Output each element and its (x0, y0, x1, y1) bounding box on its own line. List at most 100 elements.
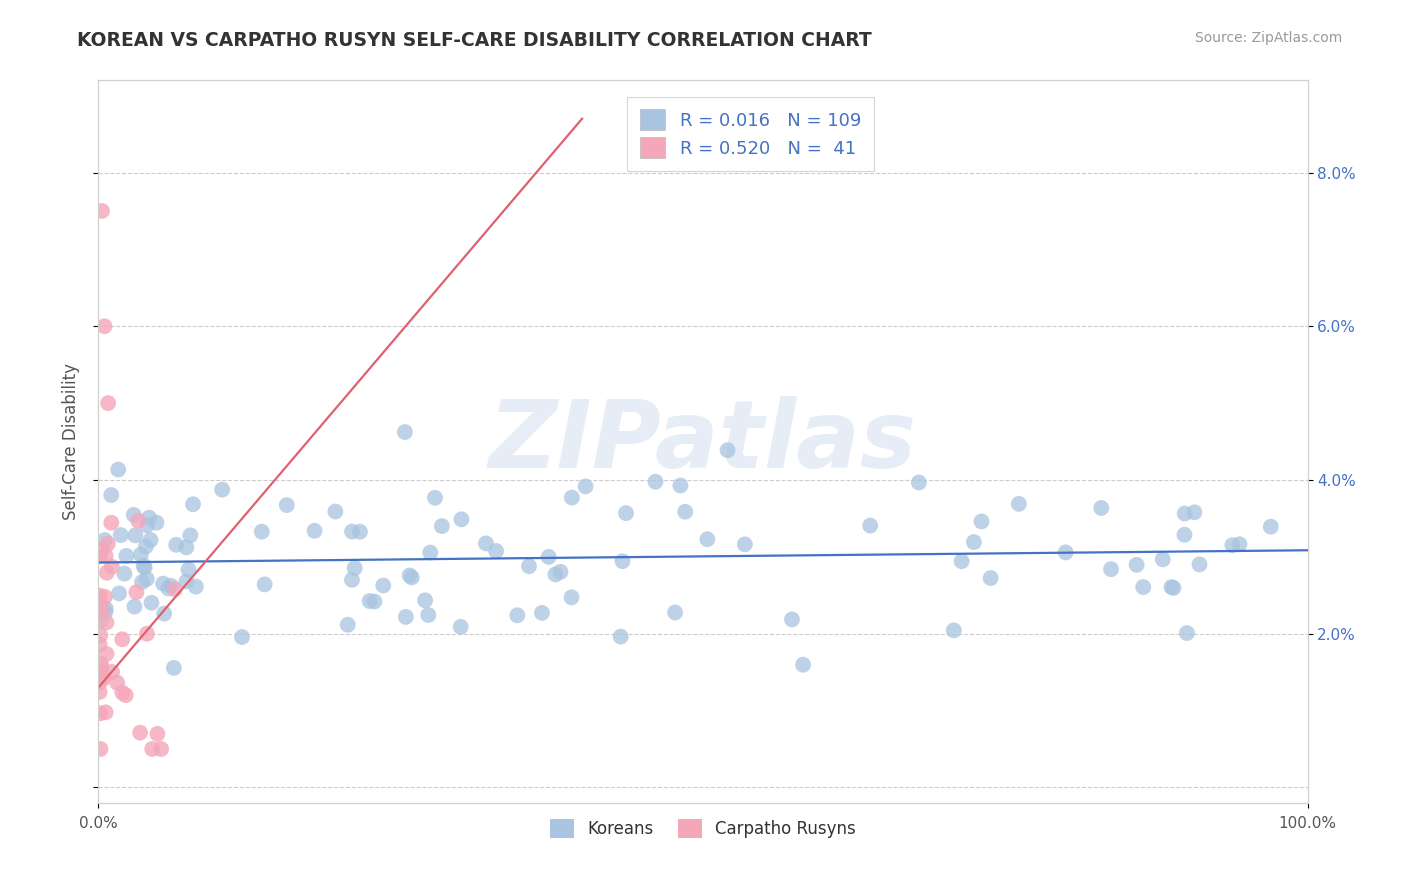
Point (89, 675, 111, 690)
Point (398, 568, 420, 582)
Point (644, 475, 666, 489)
Point (93, 319, 115, 334)
Point (401, 570, 423, 584)
Point (90, 542, 112, 557)
Point (97, 396, 120, 410)
Point (90, 672, 112, 686)
Point (135, 518, 157, 533)
Point (276, 498, 298, 512)
Point (560, 591, 582, 605)
Point (561, 491, 583, 505)
Point (716, 443, 738, 458)
Point (394, 425, 416, 439)
Point (530, 606, 553, 620)
Point (179, 528, 201, 542)
Point (340, 573, 363, 587)
Point (89, 685, 111, 699)
Point (124, 528, 146, 542)
Point (574, 479, 596, 493)
Point (134, 560, 156, 574)
Point (132, 558, 155, 573)
Point (1090, 500, 1112, 515)
Point (363, 594, 385, 608)
Point (343, 561, 366, 575)
Point (89, 706, 111, 721)
Point (475, 536, 498, 550)
Point (94, 533, 117, 547)
Point (94, 605, 117, 619)
Point (135, 540, 157, 554)
Point (450, 620, 472, 634)
Point (612, 554, 634, 568)
Point (181, 497, 204, 511)
Point (131, 574, 153, 589)
Point (980, 571, 1002, 585)
Point (349, 524, 371, 539)
Point (94, 706, 117, 720)
Point (90, 614, 112, 628)
Point (418, 607, 440, 622)
Point (101, 665, 124, 679)
Point (485, 544, 508, 558)
Point (395, 610, 418, 624)
Point (1152, 552, 1174, 566)
Point (111, 632, 134, 647)
Point (112, 566, 135, 581)
Point (537, 549, 560, 564)
Point (152, 576, 174, 591)
Point (1260, 519, 1282, 533)
Point (1222, 538, 1244, 552)
Point (90, 596, 112, 610)
Point (96, 566, 118, 580)
Point (423, 491, 446, 505)
Point (100, 488, 122, 502)
Point (970, 515, 993, 529)
Point (146, 727, 169, 741)
Point (664, 606, 686, 620)
Point (90, 659, 112, 673)
Point (340, 524, 363, 539)
Point (250, 524, 273, 539)
Point (325, 504, 347, 518)
Point (1229, 537, 1251, 551)
Point (419, 545, 441, 559)
Point (950, 554, 973, 568)
Point (111, 686, 134, 700)
Point (145, 516, 167, 530)
Point (114, 688, 136, 702)
Point (506, 608, 529, 623)
Point (135, 572, 157, 586)
Point (89, 742, 111, 756)
Point (108, 586, 131, 600)
Point (176, 541, 198, 555)
Point (544, 567, 567, 582)
Point (550, 565, 572, 579)
Point (1160, 580, 1182, 594)
Point (1132, 580, 1154, 594)
Point (89, 628, 111, 642)
Point (336, 617, 359, 632)
Point (160, 579, 183, 593)
Point (413, 593, 436, 607)
Point (1173, 527, 1195, 541)
Point (101, 559, 124, 574)
Point (304, 524, 326, 538)
Point (1099, 562, 1122, 576)
Point (91, 203, 114, 218)
Point (97, 537, 120, 551)
Point (124, 599, 146, 614)
Point (135, 626, 157, 640)
Point (153, 607, 176, 621)
Point (90, 657, 112, 671)
Point (373, 578, 395, 592)
Y-axis label: Self-Care Disability: Self-Care Disability (62, 363, 80, 520)
Point (163, 582, 186, 597)
Point (696, 533, 718, 547)
Point (138, 510, 160, 524)
Point (129, 725, 152, 739)
Point (89, 638, 111, 652)
Point (1188, 558, 1211, 572)
Point (89, 589, 111, 603)
Point (115, 549, 138, 563)
Point (359, 594, 381, 608)
